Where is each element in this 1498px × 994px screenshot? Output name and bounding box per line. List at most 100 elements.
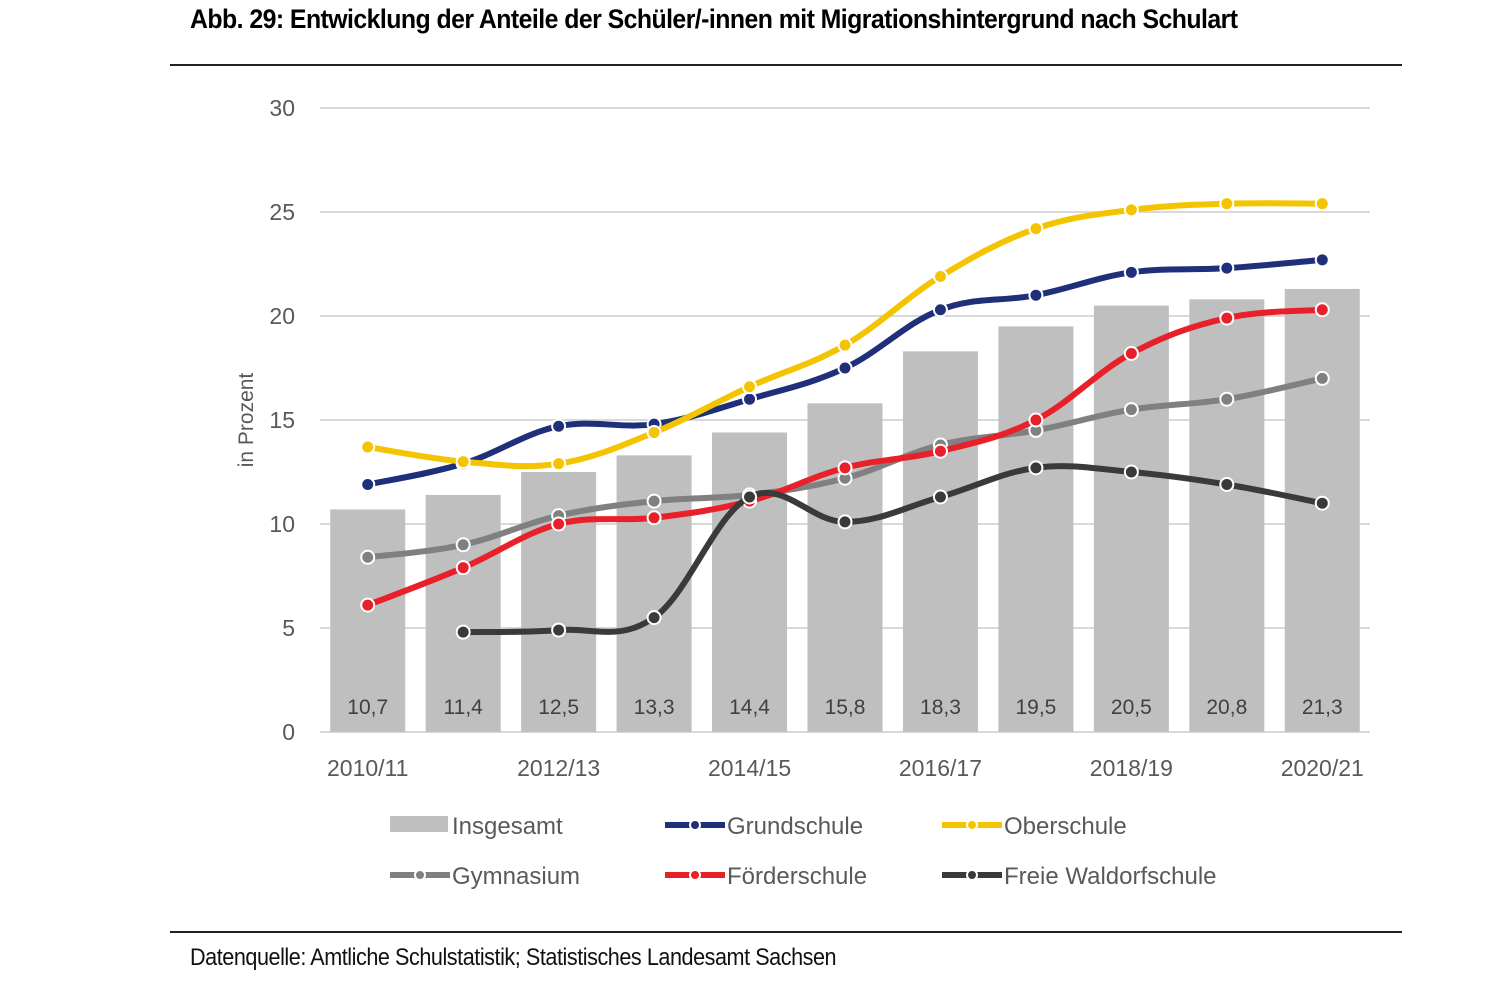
x-tick-label: 2020/21 [1281,755,1364,781]
legend-label: Grundschule [727,813,863,840]
point-gymnasium [1219,391,1235,407]
point-gymnasium [1123,402,1139,418]
point-foerderschule [360,597,376,613]
y-tick-label: 10 [269,511,295,537]
legend-swatch-marker [966,819,978,831]
figure-title: Abb. 29: Entwicklung der Anteile der Sch… [190,4,1238,34]
line-series [360,196,1330,640]
point-oberschule [932,268,948,284]
y-tick-label: 20 [269,303,295,329]
y-tick-label: 25 [269,199,295,225]
point-grundschule [837,360,853,376]
bar-insgesamt [998,326,1074,732]
bar-data-label: 11,4 [444,696,484,719]
point-freie-waldorfschule [1123,464,1139,480]
bar-data-label: 21,3 [1302,696,1343,719]
bar-insgesamt [807,403,883,732]
bottom-rule [170,931,1402,933]
point-oberschule [1314,196,1330,212]
point-grundschule [1123,264,1139,280]
bar-series-insgesamt [330,288,1360,732]
bar-data-label: 14,4 [729,696,770,719]
legend-label: Förderschule [727,863,867,890]
point-freie-waldorfschule [455,624,471,640]
bar-insgesamt [902,351,978,732]
point-grundschule [360,476,376,492]
point-oberschule [646,424,662,440]
legend-item-gymnasium: Gymnasium [390,863,580,890]
y-tick-label: 30 [269,95,295,121]
legend-item-insgesamt: Insgesamt [390,813,563,840]
y-tick-label: 15 [269,407,295,433]
point-grundschule [932,302,948,318]
series-foerderschule [360,302,1330,613]
point-freie-waldorfschule [1219,476,1235,492]
bar-insgesamt [330,509,406,732]
legend-swatch-marker [689,869,701,881]
point-oberschule [455,454,471,470]
legend-item-oberschule: Oberschule [942,813,1127,840]
point-grundschule [742,391,758,407]
bar-data-labels: 10,7 11,4 12,5 13,3 14,4 15,8 18,3 19,5 20,5 20,8… [347,696,1342,719]
x-tick-label: 2018/19 [1090,755,1173,781]
legend-item-freie-waldorfschule: Freie Waldorfschule [942,863,1217,890]
point-foerderschule [837,460,853,476]
point-foerderschule [1028,412,1044,428]
point-gymnasium [455,537,471,553]
point-oberschule [742,379,758,395]
point-freie-waldorfschule [1314,495,1330,511]
bar-data-label: 13,3 [634,696,675,719]
bar-data-label: 10,7 [347,696,388,719]
x-tick-label: 2012/13 [517,755,600,781]
point-gymnasium [1314,370,1330,386]
point-freie-waldorfschule [932,489,948,505]
top-rule [170,64,1402,66]
point-oberschule [837,337,853,353]
legend-item-foerderschule: Förderschule [665,863,867,890]
point-foerderschule [551,516,567,532]
point-foerderschule [646,510,662,526]
legend-swatch-bar [390,816,448,832]
legend-label: Gymnasium [452,863,580,890]
x-axis-ticks: 2010/11 2012/13 2014/15 2016/17 2018/19 2020/… [327,755,1364,781]
point-foerderschule [1219,310,1235,326]
legend-swatch-marker [966,869,978,881]
bar-insgesamt [712,432,788,732]
bar-data-label: 19,5 [1015,696,1056,719]
legend: Insgesamt Grundschule Oberschule Gymnasium F… [390,813,1217,890]
bar-data-label: 20,5 [1111,696,1152,719]
point-foerderschule [455,560,471,576]
point-gymnasium [646,493,662,509]
point-oberschule [1028,221,1044,237]
y-tick-label: 5 [282,615,295,641]
point-grundschule [1028,287,1044,303]
point-grundschule [1219,260,1235,276]
point-foerderschule [1123,345,1139,361]
point-gymnasium [360,549,376,565]
point-freie-waldorfschule [551,622,567,638]
point-foerderschule [1314,302,1330,318]
point-grundschule [1314,252,1330,268]
bar-insgesamt [1189,299,1265,732]
point-oberschule [360,439,376,455]
point-freie-waldorfschule [1028,460,1044,476]
legend-label: Freie Waldorfschule [1004,863,1217,890]
line-freie-waldorfschule [460,463,1326,636]
series-grundschule [360,252,1330,492]
data-source-note: Datenquelle: Amtliche Schulstatistik; St… [190,944,837,971]
x-tick-label: 2014/15 [708,755,791,781]
bar-insgesamt [425,494,501,732]
y-axis-ticks: 0 5 10 15 20 25 30 [269,95,295,745]
point-foerderschule [932,443,948,459]
point-oberschule [1123,202,1139,218]
bar-data-label: 15,8 [825,696,866,719]
legend-item-grundschule: Grundschule [665,813,863,840]
bar-data-label: 20,8 [1206,696,1247,719]
legend-label: Oberschule [1004,813,1127,840]
point-freie-waldorfschule [837,514,853,530]
bar-insgesamt [1093,305,1169,732]
y-axis-label: in Prozent [235,373,258,468]
series-oberschule [360,196,1330,472]
point-grundschule [551,418,567,434]
